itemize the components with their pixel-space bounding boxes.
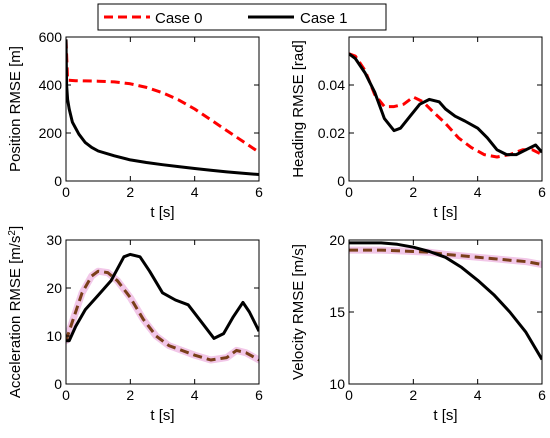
y-axis-label-velocity: Velocity RMSE [m/s] (290, 244, 307, 380)
x-tick-label-velocity: 6 (538, 387, 546, 403)
legend-label-case-0: Case 0 (155, 10, 203, 27)
x-tick-label-heading: 6 (538, 184, 546, 200)
y-axis-label-heading: Heading RMSE [rad] (290, 40, 307, 178)
axes-box-acceleration (66, 240, 259, 384)
series-line-case-1-position (66, 39, 259, 174)
series-group-velocity (349, 243, 542, 360)
series-line-case-1-heading (349, 54, 542, 155)
y-tick-label-position: 0 (54, 173, 62, 189)
series-line-case-0-position (66, 39, 259, 152)
y-tick-label-position: 600 (39, 29, 63, 45)
x-axis-label-position: t [s] (150, 204, 174, 221)
panel-velocity: 0 2 4 6 10 15 20 t [s] Velocity RMSE [m/s] (290, 232, 546, 424)
x-tick-label-heading: 4 (474, 184, 482, 200)
series-group-position (66, 39, 259, 174)
axes-box-position (66, 37, 259, 181)
x-tick-label-velocity: 0 (345, 387, 353, 403)
x-tick-label-position: 0 (62, 184, 70, 200)
series-line-case-0-acceleration (66, 271, 259, 360)
x-axis-label-acceleration: t [s] (150, 407, 174, 424)
y-tick-label-acceleration: 20 (46, 280, 62, 296)
x-tick-label-acceleration: 6 (255, 387, 263, 403)
series-halo-case-0-acceleration (66, 271, 259, 360)
y-tick-label-heading: 0.02 (318, 125, 345, 141)
y-tick-label-velocity: 10 (329, 376, 345, 392)
series-group-heading (349, 54, 542, 157)
series-line-case-1-acceleration (66, 254, 259, 340)
x-tick-label-velocity: 2 (409, 387, 417, 403)
series-line-case-0-heading (349, 54, 542, 157)
legend: Case 0 Case 1 (98, 4, 386, 30)
y-tick-label-acceleration: 30 (46, 232, 62, 248)
series-group-acceleration (66, 254, 259, 360)
y-tick-label-heading: 0.04 (318, 77, 345, 93)
x-tick-label-position: 4 (191, 184, 199, 200)
y-axis-label-position: Position RMSE [m] (7, 46, 24, 172)
legend-label-case-1: Case 1 (300, 10, 348, 27)
x-tick-label-position: 6 (255, 184, 263, 200)
y-tick-label-position: 400 (39, 77, 63, 93)
panel-acceleration: 0 2 4 6 0 10 20 30 t [s] Acceleration RMSE [m/s2] (7, 226, 264, 424)
y-tick-label-acceleration: 0 (54, 376, 62, 392)
x-tick-label-acceleration: 4 (191, 387, 199, 403)
x-tick-label-acceleration: 2 (126, 387, 134, 403)
y-tick-label-velocity: 15 (329, 304, 345, 320)
panel-position: 0 2 4 6 0 200 400 600 t [s] Position RMSE [m] (7, 29, 263, 221)
panel-heading: 0 2 4 6 0 0.02 0.04 t [s] Heading RMSE [rad] (290, 37, 546, 221)
y-tick-label-acceleration: 10 (46, 328, 62, 344)
x-tick-label-acceleration: 0 (62, 387, 70, 403)
y-tick-label-position: 200 (39, 125, 63, 141)
x-tick-label-velocity: 4 (474, 387, 482, 403)
x-tick-label-position: 2 (126, 184, 134, 200)
x-tick-label-heading: 0 (345, 184, 353, 200)
x-tick-label-heading: 2 (409, 184, 417, 200)
y-axis-label-acceleration: Acceleration RMSE [m/s2] (7, 226, 25, 398)
y-tick-label-velocity: 20 (329, 232, 345, 248)
x-axis-label-velocity: t [s] (433, 407, 457, 424)
x-axis-label-heading: t [s] (433, 204, 457, 221)
y-tick-label-heading: 0 (337, 173, 345, 189)
